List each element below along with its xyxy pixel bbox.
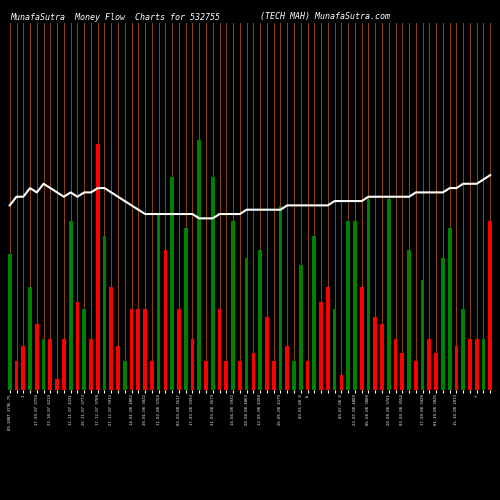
Bar [366, 199, 370, 390]
Bar [211, 177, 214, 390]
Bar [198, 140, 201, 390]
Bar [420, 280, 424, 390]
Bar [306, 360, 310, 390]
Bar [278, 206, 282, 390]
Text: (TECH MAH) MunafaSutra.com: (TECH MAH) MunafaSutra.com [260, 12, 390, 22]
Bar [448, 228, 452, 390]
Bar [454, 346, 458, 390]
Bar [102, 236, 106, 390]
Bar [340, 376, 343, 390]
Bar [89, 338, 93, 390]
Bar [387, 199, 390, 390]
Bar [346, 221, 350, 390]
Bar [353, 221, 357, 390]
Bar [164, 250, 168, 390]
Bar [332, 309, 336, 390]
Bar [374, 316, 377, 390]
Bar [143, 309, 147, 390]
Bar [204, 360, 208, 390]
Bar [48, 338, 52, 390]
Bar [116, 346, 120, 390]
Bar [319, 302, 323, 390]
Bar [62, 338, 66, 390]
Bar [76, 302, 80, 390]
Bar [258, 250, 262, 390]
Bar [136, 309, 140, 390]
Bar [123, 360, 126, 390]
Text: MunafaSutra  Money Flow  Charts for 532755: MunafaSutra Money Flow Charts for 532755 [10, 12, 220, 22]
Bar [14, 360, 18, 390]
Bar [428, 338, 431, 390]
Bar [69, 221, 72, 390]
Bar [286, 346, 289, 390]
Bar [400, 353, 404, 390]
Bar [157, 214, 160, 390]
Bar [42, 338, 46, 390]
Bar [360, 287, 364, 390]
Bar [82, 309, 86, 390]
Bar [407, 250, 411, 390]
Bar [245, 258, 248, 390]
Bar [110, 287, 113, 390]
Bar [380, 324, 384, 390]
Bar [265, 316, 269, 390]
Bar [231, 221, 235, 390]
Bar [190, 338, 194, 390]
Bar [28, 287, 32, 390]
Bar [96, 144, 100, 390]
Bar [56, 379, 59, 390]
Bar [434, 353, 438, 390]
Bar [468, 338, 472, 390]
Bar [292, 360, 296, 390]
Bar [462, 309, 465, 390]
Bar [218, 309, 222, 390]
Bar [394, 338, 398, 390]
Bar [441, 258, 444, 390]
Bar [312, 236, 316, 390]
Bar [8, 254, 12, 390]
Bar [488, 221, 492, 390]
Bar [170, 177, 174, 390]
Bar [482, 338, 486, 390]
Bar [272, 360, 276, 390]
Bar [475, 338, 478, 390]
Bar [238, 360, 242, 390]
Bar [35, 324, 38, 390]
Bar [326, 287, 330, 390]
Bar [150, 360, 154, 390]
Bar [414, 360, 418, 390]
Bar [299, 265, 302, 390]
Bar [224, 360, 228, 390]
Bar [252, 353, 255, 390]
Bar [130, 309, 134, 390]
Bar [177, 309, 181, 390]
Bar [22, 346, 25, 390]
Bar [184, 228, 188, 390]
